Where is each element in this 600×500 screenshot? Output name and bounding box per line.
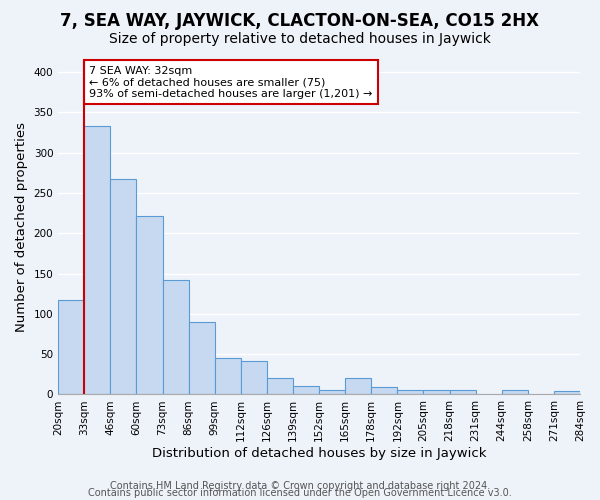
- Bar: [215, 358, 241, 395]
- Text: Contains public sector information licensed under the Open Government Licence v3: Contains public sector information licen…: [88, 488, 512, 498]
- Bar: [449, 390, 476, 394]
- Bar: [163, 280, 188, 394]
- Text: 7, SEA WAY, JAYWICK, CLACTON-ON-SEA, CO15 2HX: 7, SEA WAY, JAYWICK, CLACTON-ON-SEA, CO1…: [61, 12, 539, 30]
- X-axis label: Distribution of detached houses by size in Jaywick: Distribution of detached houses by size …: [152, 447, 487, 460]
- Text: 7 SEA WAY: 32sqm
← 6% of detached houses are smaller (75)
93% of semi-detached h: 7 SEA WAY: 32sqm ← 6% of detached houses…: [89, 66, 373, 99]
- Bar: [397, 390, 424, 394]
- Bar: [554, 391, 580, 394]
- Y-axis label: Number of detached properties: Number of detached properties: [15, 122, 28, 332]
- Bar: [319, 390, 345, 394]
- Bar: [84, 126, 110, 394]
- Text: Size of property relative to detached houses in Jaywick: Size of property relative to detached ho…: [109, 32, 491, 46]
- Bar: [188, 322, 215, 394]
- Bar: [110, 180, 136, 394]
- Bar: [345, 378, 371, 394]
- Text: Contains HM Land Registry data © Crown copyright and database right 2024.: Contains HM Land Registry data © Crown c…: [110, 481, 490, 491]
- Bar: [241, 362, 267, 394]
- Bar: [371, 387, 397, 394]
- Bar: [424, 390, 449, 394]
- Bar: [136, 216, 163, 394]
- Bar: [58, 300, 84, 394]
- Bar: [293, 386, 319, 394]
- Bar: [267, 378, 293, 394]
- Bar: [502, 390, 528, 394]
